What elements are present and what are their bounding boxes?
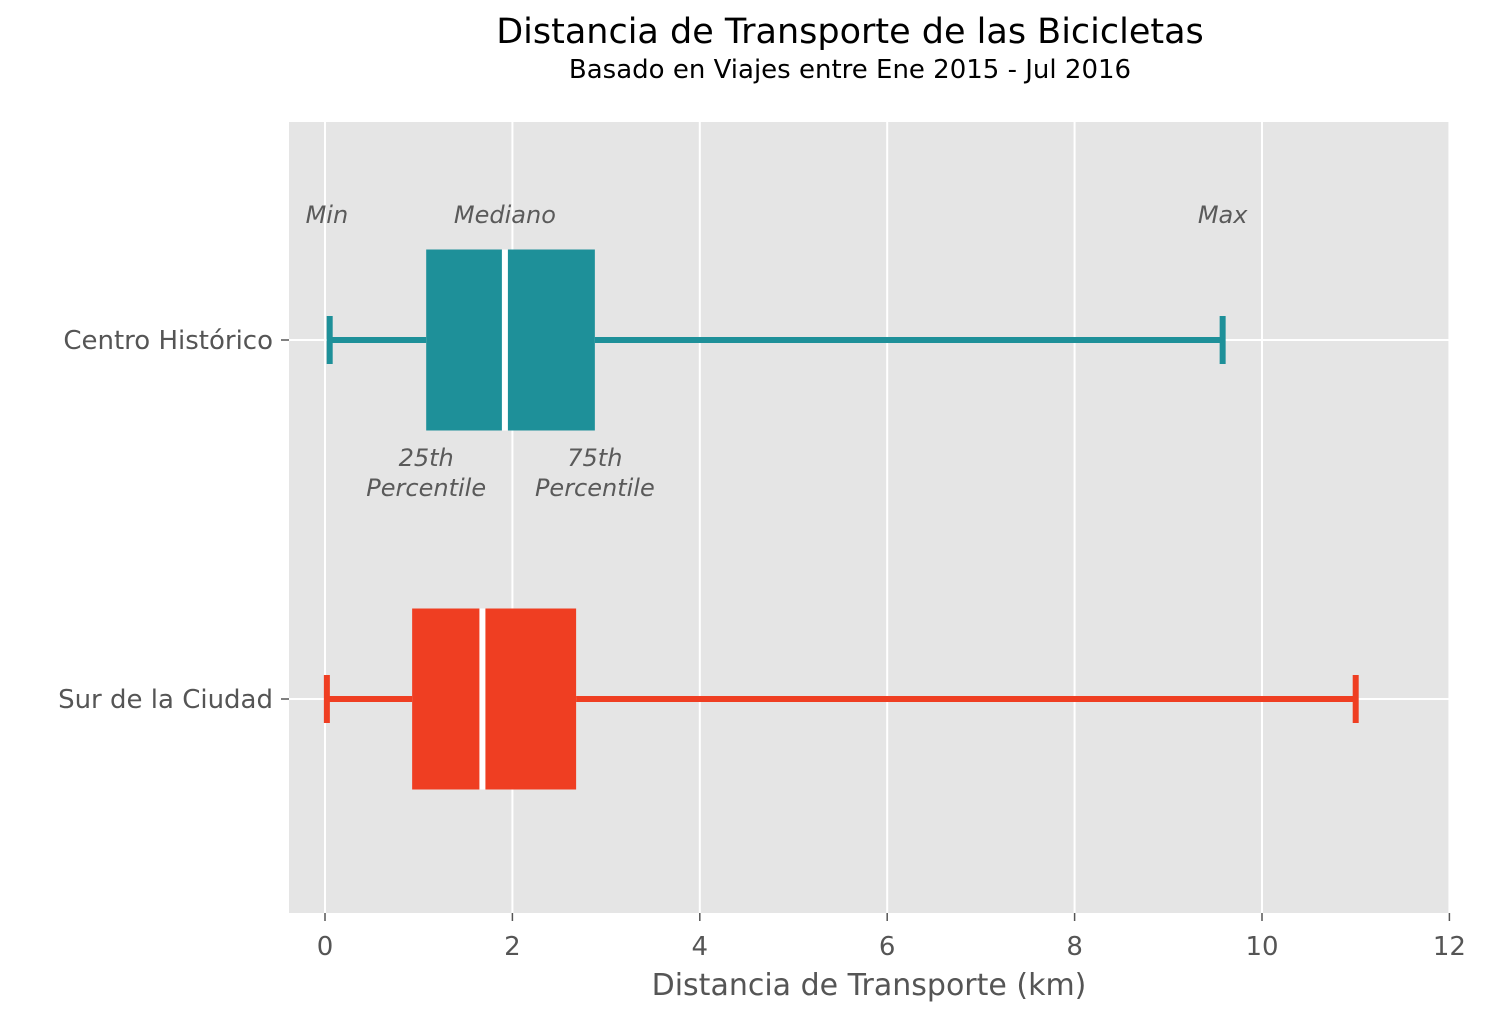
- plot-area: [289, 122, 1449, 913]
- annotation: 25th: [399, 444, 454, 472]
- chart-subtitle: Basado en Viajes entre Ene 2015 - Jul 20…: [569, 55, 1131, 85]
- annotation: Percentile: [535, 474, 655, 502]
- y-ticks: Centro Histórico Sur de la Ciudad: [58, 326, 289, 715]
- box-2: [323, 608, 1359, 790]
- annotations: Min Mediano Max25thPercentile75thPercentil…: [306, 201, 1249, 502]
- x-tick-label: 10: [1245, 932, 1278, 962]
- y-tick-label: Sur de la Ciudad: [58, 685, 273, 715]
- x-tick-label: 2: [504, 932, 521, 962]
- y-tick-label: Centro Histórico: [63, 326, 273, 356]
- iqr-box: [412, 608, 577, 790]
- annotation: Min: [306, 201, 349, 229]
- x-tick-label: 4: [692, 932, 709, 962]
- x-tick-label: 8: [1066, 932, 1083, 962]
- x-tick-label: 12: [1433, 932, 1466, 962]
- annotation: Mediano: [454, 201, 556, 229]
- box-1: [326, 249, 1226, 431]
- x-tick-label: 0: [317, 932, 334, 962]
- chart-title: Distancia de Transporte de las Bicicleta…: [496, 12, 1204, 52]
- x-tick-label: 6: [879, 932, 896, 962]
- x-ticks: 0 2 4 6 8 10 12: [317, 913, 1466, 962]
- annotation: 75th: [567, 444, 622, 472]
- annotation: Max: [1198, 201, 1248, 229]
- x-axis-label: Distancia de Transporte (km): [652, 968, 1087, 1003]
- boxes: [323, 249, 1359, 790]
- iqr-box: [426, 249, 595, 431]
- annotation: Percentile: [366, 474, 486, 502]
